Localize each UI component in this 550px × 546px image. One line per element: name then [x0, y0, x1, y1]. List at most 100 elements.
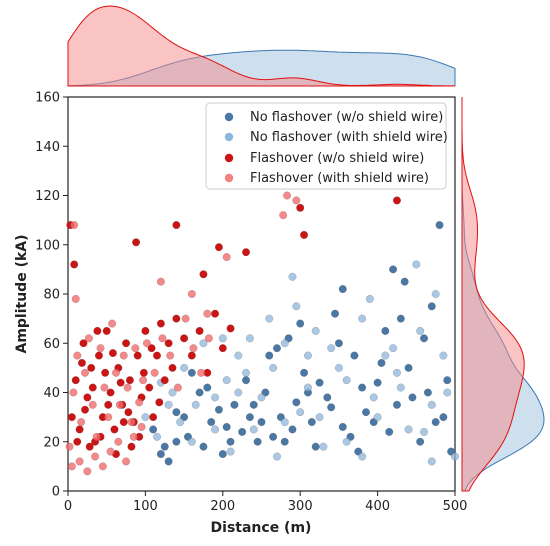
scatter-point-series-1: [319, 442, 328, 451]
scatter-point-series-0: [269, 432, 278, 441]
scatter-point-series-1: [416, 326, 425, 335]
legend-label-0: No flashover (w/o shield wire): [250, 110, 443, 125]
scatter-point-series-3: [106, 447, 115, 456]
scatter-point-series-1: [431, 290, 440, 299]
scatter-point-series-1: [265, 314, 274, 323]
scatter-point-series-2: [199, 270, 208, 279]
scatter-point-series-0: [327, 403, 336, 412]
scatter-point-series-1: [234, 351, 243, 360]
legend-marker-2: [224, 153, 234, 163]
scatter-point-series-2: [77, 358, 86, 367]
scatter-point-series-2: [73, 437, 82, 446]
scatter-point-series-1: [242, 368, 251, 377]
scatter-point-series-1: [427, 457, 436, 466]
scatter-point-series-3: [222, 253, 231, 262]
scatter-point-series-2: [172, 314, 181, 323]
scatter-point-series-1: [249, 425, 258, 434]
y-tick-label: 40: [43, 386, 60, 401]
scatter-point-series-2: [124, 408, 133, 417]
scatter-point-series-1: [358, 314, 367, 323]
scatter-point-series-2: [226, 324, 235, 333]
y-tick-label: 20: [43, 435, 60, 450]
scatter-point-series-0: [203, 383, 212, 392]
scatter-point-series-1: [315, 413, 324, 422]
scatter-point-series-0: [416, 437, 425, 446]
scatter-point-series-0: [334, 339, 343, 348]
scatter-point-series-0: [265, 351, 274, 360]
scatter-point-series-2: [153, 351, 162, 360]
scatter-point-series-2: [187, 351, 196, 360]
y-tick-label: 100: [35, 238, 60, 253]
scatter-point-series-2: [71, 376, 80, 385]
y-tick-label: 0: [52, 485, 60, 500]
scatter-point-series-3: [283, 191, 292, 200]
scatter-point-series-2: [180, 334, 189, 343]
x-tick-label: 0: [64, 499, 72, 514]
scatter-point-series-0: [392, 400, 401, 409]
scatter-point-series-2: [79, 339, 88, 348]
y-tick-label: 140: [35, 140, 60, 155]
scatter-point-series-1: [451, 452, 460, 461]
scatter-point-series-3: [104, 413, 113, 422]
scatter-point-series-2: [133, 351, 142, 360]
scatter-point-series-1: [222, 376, 231, 385]
scatter-point-series-0: [431, 418, 440, 427]
scatter-point-series-1: [191, 400, 200, 409]
scatter-point-series-3: [88, 400, 97, 409]
x-tick-label: 100: [133, 499, 158, 514]
scatter-point-series-0: [331, 309, 340, 318]
legend-marker-3: [224, 173, 234, 183]
scatter-point-series-2: [94, 351, 103, 360]
scatter-point-series-1: [269, 363, 278, 372]
scatter-point-series-1: [280, 418, 289, 427]
scatter-point-series-3: [100, 383, 109, 392]
scatter-point-series-0: [172, 408, 181, 417]
x-tick-label: 300: [288, 499, 313, 514]
scatter-point-series-3: [77, 418, 86, 427]
scatter-point-series-3: [131, 344, 140, 353]
right-kde-flashover: [461, 97, 525, 492]
legend-box: [205, 102, 447, 190]
scatter-point-series-0: [350, 351, 359, 360]
scatter-point-series-0: [272, 344, 281, 353]
scatter-point-series-3: [127, 418, 136, 427]
scatter-point-series-0: [242, 376, 251, 385]
scatter-point-series-3: [75, 457, 84, 466]
scatter-point-series-3: [123, 383, 132, 392]
scatter-point-series-3: [137, 422, 146, 431]
scatter-point-series-1: [234, 388, 243, 397]
scatter-point-series-3: [69, 388, 78, 397]
scatter-point-series-1: [187, 437, 196, 446]
scatter-point-series-2: [101, 368, 110, 377]
scatter-point-series-0: [199, 442, 208, 451]
scatter-point-series-2: [141, 326, 150, 335]
scatter-point-series-3: [71, 294, 80, 303]
scatter-points: [65, 191, 460, 476]
scatter-point-series-3: [122, 457, 131, 466]
scatter-point-series-3: [156, 277, 165, 286]
scatter-point-series-2: [93, 326, 102, 335]
scatter-point-series-2: [214, 243, 223, 252]
scatter-point-series-1: [381, 351, 390, 360]
scatter-point-series-2: [81, 405, 90, 414]
scatter-point-series-0: [361, 408, 370, 417]
scatter-point-series-1: [211, 425, 220, 434]
scatter-point-series-3: [292, 196, 301, 205]
scatter-point-series-3: [84, 334, 93, 343]
scatter-point-series-1: [141, 413, 150, 422]
scatter-point-series-0: [160, 442, 169, 451]
scatter-point-series-3: [204, 334, 213, 343]
scatter-point-series-2: [116, 378, 125, 387]
scatter-point-series-0: [249, 400, 258, 409]
y-tick-label: 160: [35, 91, 60, 106]
scatter-point-series-0: [338, 285, 347, 294]
scatter-point-series-1: [272, 452, 281, 461]
scatter-point-series-0: [385, 427, 394, 436]
axes: 0 100 200 300 400 500 0 20 40 60 80 100 120 140 160: [35, 91, 467, 515]
x-axis-label: Distance (m): [211, 520, 312, 536]
scatter-point-series-3: [129, 432, 138, 441]
scatter-point-series-2: [392, 196, 401, 205]
scatter-point-series-2: [168, 363, 177, 372]
scatter-point-series-2: [127, 442, 136, 451]
scatter-point-series-0: [389, 265, 398, 274]
